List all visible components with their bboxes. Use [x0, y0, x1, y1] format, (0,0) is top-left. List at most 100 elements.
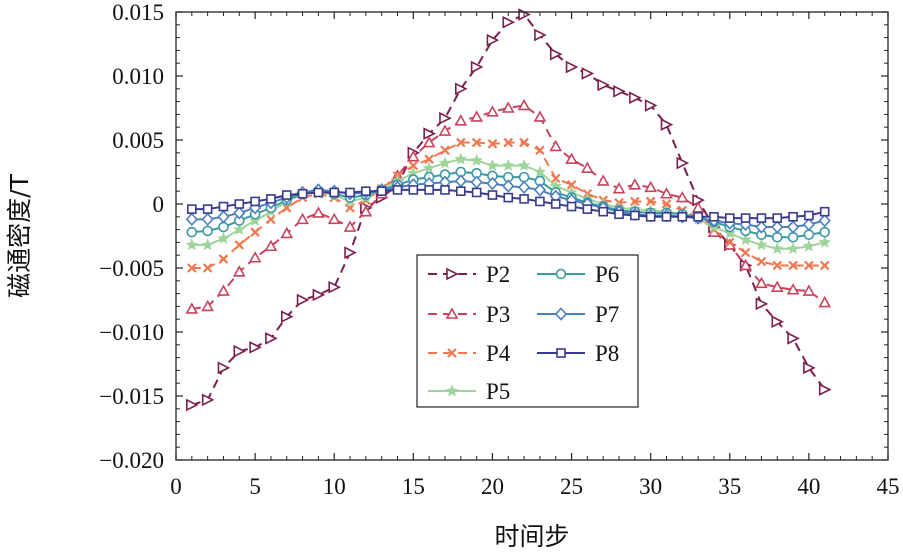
- y-tick-label: 0.015: [112, 0, 164, 25]
- data-point-P2: [676, 156, 690, 170]
- data-point-P7: [470, 175, 483, 189]
- data-point-P2: [644, 99, 658, 112]
- data-point-P8: [455, 186, 466, 196]
- y-tick-label: −0.015: [99, 384, 164, 409]
- data-point-P8: [598, 206, 609, 217]
- data-point-P4-stroke: [424, 154, 434, 164]
- data-point-P3: [232, 265, 246, 277]
- data-point-P8: [724, 213, 735, 223]
- x-tick-label: 35: [718, 474, 741, 499]
- data-point-P5: [233, 223, 246, 235]
- data-point-P4: [202, 263, 213, 273]
- data-point-P8: [234, 199, 245, 209]
- data-point-P4: [756, 256, 767, 267]
- data-point-P3: [755, 276, 768, 289]
- data-point-P4-stroke: [519, 137, 529, 148]
- data-point-P5: [802, 239, 816, 252]
- data-point-P8: [614, 209, 624, 220]
- data-point-P7: [486, 176, 499, 191]
- data-point-P8: [772, 213, 783, 223]
- legend-marker-P5: [445, 384, 459, 397]
- data-point-P8: [582, 204, 593, 214]
- data-point-P4: [408, 160, 419, 171]
- data-point-P4: [772, 260, 783, 271]
- data-point-P2: [186, 398, 199, 412]
- data-point-P3: [596, 174, 610, 186]
- legend-marker-P4: [447, 348, 457, 358]
- data-point-P8: [361, 186, 371, 196]
- data-point-P4-stroke: [487, 139, 498, 149]
- data-point-P3: [739, 258, 752, 271]
- data-point-P3: [264, 239, 278, 252]
- data-point-P4-stroke: [408, 160, 419, 171]
- data-point-P7: [533, 183, 546, 197]
- data-point-P2: [549, 47, 563, 61]
- data-point-P4: [503, 137, 514, 148]
- x-tick-label: 0: [170, 474, 182, 499]
- data-point-P4: [566, 180, 577, 190]
- data-point-P2: [597, 78, 610, 92]
- data-point-P8: [819, 206, 830, 217]
- data-point-P3: [581, 161, 594, 173]
- data-point-P7: [786, 220, 800, 234]
- y-tick-label: −0.020: [99, 448, 164, 473]
- data-point-P5: [248, 214, 262, 226]
- y-tick-label: −0.005: [99, 256, 164, 281]
- data-point-P3: [628, 178, 642, 190]
- x-tick-label: 10: [323, 474, 346, 499]
- data-point-P3: [438, 124, 452, 136]
- data-point-P7: [771, 220, 784, 234]
- data-point-P3: [818, 295, 832, 308]
- data-point-P8: [202, 204, 213, 214]
- legend-label-P7: P7: [595, 302, 619, 327]
- data-point-P5: [438, 156, 452, 169]
- x-tick-label: 40: [797, 474, 820, 499]
- data-point-P8: [788, 212, 798, 222]
- legend-item-P4: P4: [428, 341, 511, 366]
- data-point-P2: [787, 332, 800, 345]
- data-point-P5: [486, 159, 499, 171]
- data-point-P5: [502, 159, 515, 171]
- data-point-P4-stroke: [645, 196, 656, 207]
- data-point-P3: [644, 180, 658, 193]
- data-point-P8: [740, 213, 751, 223]
- data-point-P3: [217, 284, 230, 296]
- x-tick-label: 5: [249, 474, 261, 499]
- legend-marker-P8: [556, 348, 566, 358]
- data-point-P3: [185, 302, 199, 314]
- data-point-P4-stroke: [456, 137, 466, 148]
- data-point-P2: [613, 85, 626, 98]
- data-point-P3: [660, 187, 673, 199]
- data-point-P4-stroke: [819, 260, 830, 271]
- y-tick-label: −0.010: [99, 320, 164, 345]
- data-point-P6: [803, 229, 815, 241]
- data-point-P2: [201, 393, 215, 407]
- data-point-P4: [645, 196, 656, 207]
- data-point-P2: [454, 82, 468, 96]
- data-point-P5: [217, 231, 230, 244]
- data-point-P8: [250, 196, 260, 207]
- data-point-P4: [788, 260, 798, 271]
- data-point-P4: [804, 260, 814, 271]
- data-point-P4-stroke: [630, 196, 640, 207]
- series-P3: [185, 98, 832, 314]
- data-point-P2: [771, 315, 785, 329]
- data-point-P6: [518, 171, 530, 183]
- data-point-P8: [392, 185, 403, 195]
- data-point-P6: [771, 231, 783, 243]
- data-point-P3: [486, 105, 499, 117]
- data-point-P8: [630, 210, 640, 221]
- data-point-P4: [725, 237, 735, 248]
- legend-marker-P4-stroke: [447, 348, 457, 358]
- data-point-P2: [439, 111, 452, 125]
- x-tick-label: 15: [402, 474, 425, 499]
- legend-marker-P2: [446, 267, 459, 281]
- data-point-P4: [456, 137, 466, 148]
- legend-label-P3: P3: [486, 302, 510, 327]
- legend-marker-P7: [554, 307, 568, 321]
- legend-marker-P6: [555, 268, 567, 280]
- data-point-P4-stroke: [725, 237, 735, 248]
- legend-item-P6: P6: [537, 262, 619, 287]
- data-point-P8: [187, 204, 197, 214]
